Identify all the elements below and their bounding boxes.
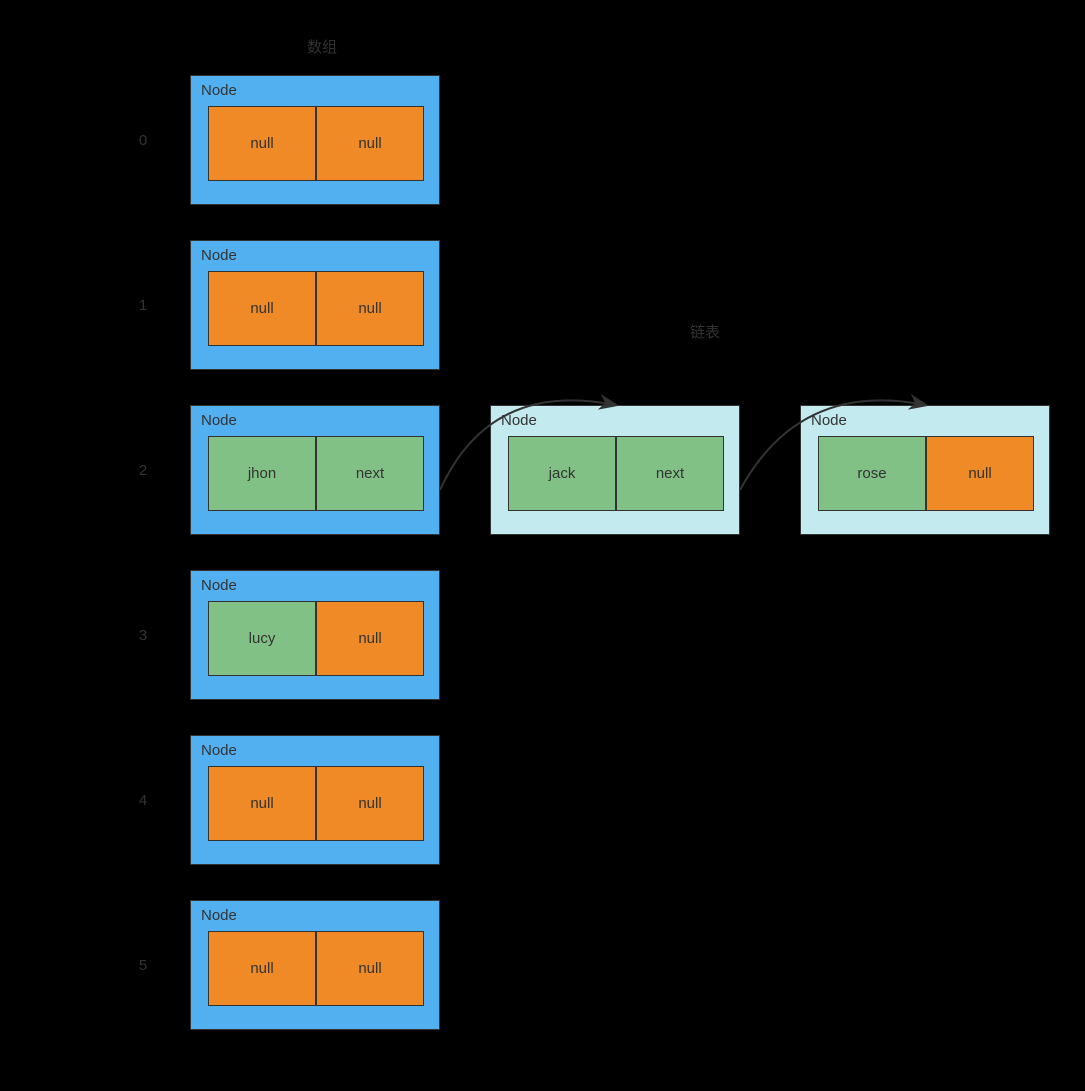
chain-node-1-cell-1: null: [926, 436, 1034, 511]
array-node-0: Node nullnull: [190, 75, 440, 205]
chain-node-0-cell-0: jack: [508, 436, 616, 511]
chain-node-0-title: Node: [501, 412, 537, 429]
chain-node-1-title: Node: [811, 412, 847, 429]
array-node-4-cell-1: null: [316, 766, 424, 841]
index-label-5: 5: [133, 957, 153, 974]
array-title: 数组: [307, 36, 337, 57]
array-node-2-title: Node: [201, 412, 237, 429]
array-node-1: Node nullnull: [190, 240, 440, 370]
array-node-5-cell-0: null: [208, 931, 316, 1006]
array-node-1-cell-1: null: [316, 271, 424, 346]
array-node-4-title: Node: [201, 742, 237, 759]
index-label-0: 0: [133, 132, 153, 149]
array-node-0-cell-1: null: [316, 106, 424, 181]
array-node-4-cell-0: null: [208, 766, 316, 841]
array-node-1-cell-0: null: [208, 271, 316, 346]
array-node-3-title: Node: [201, 577, 237, 594]
index-label-3: 3: [133, 627, 153, 644]
chain-node-0: Node jacknext: [490, 405, 740, 535]
array-node-1-title: Node: [201, 247, 237, 264]
array-node-3-cell-1: null: [316, 601, 424, 676]
linkedlist-title: 链表: [690, 321, 720, 342]
array-node-3: Node lucynull: [190, 570, 440, 700]
array-node-5: Node nullnull: [190, 900, 440, 1030]
array-node-4: Node nullnull: [190, 735, 440, 865]
array-node-2-cell-1: next: [316, 436, 424, 511]
array-node-2: Node jhonnext: [190, 405, 440, 535]
array-node-0-cell-0: null: [208, 106, 316, 181]
index-label-2: 2: [133, 462, 153, 479]
array-node-2-cell-0: jhon: [208, 436, 316, 511]
array-node-0-title: Node: [201, 82, 237, 99]
chain-node-1-cell-0: rose: [818, 436, 926, 511]
array-node-5-cell-1: null: [316, 931, 424, 1006]
index-label-1: 1: [133, 297, 153, 314]
array-node-5-title: Node: [201, 907, 237, 924]
arrows-layer: [0, 0, 1085, 1091]
chain-node-1: Node rosenull: [800, 405, 1050, 535]
array-node-3-cell-0: lucy: [208, 601, 316, 676]
chain-node-0-cell-1: next: [616, 436, 724, 511]
index-label-4: 4: [133, 792, 153, 809]
